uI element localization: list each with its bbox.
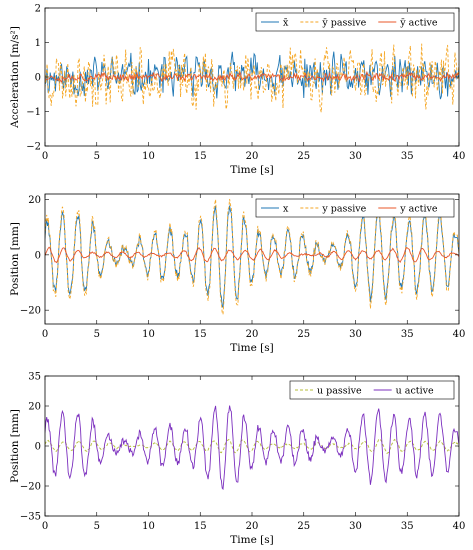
x-axis-label: Time [s] (230, 164, 273, 176)
x-tick-label: 15 (194, 329, 207, 340)
series-line-y-passive (45, 198, 459, 316)
x-tick-label: 25 (297, 521, 310, 532)
y-tick-label: −35 (20, 512, 41, 523)
x-tick-label: 35 (401, 151, 414, 162)
y-tick-label: 20 (28, 195, 41, 206)
chart-3: 0 5 10 15 20 25 30 35 40 −35 −20 0 20 35 Time [s] Posit… (9, 372, 465, 547)
x-tick-label: 40 (453, 329, 466, 340)
y-tick-label: 2 (35, 4, 41, 15)
y-tick-label: 0 (35, 73, 41, 84)
x-tick-label: 5 (94, 329, 100, 340)
x-tick-label: 35 (401, 521, 414, 532)
x-tick-label: 35 (401, 329, 414, 340)
legend-label: ȳ passive (321, 18, 366, 29)
y-tick-label: 0 (35, 250, 41, 261)
y-tick-label: −20 (20, 482, 41, 493)
series-line-y-active (45, 70, 459, 84)
y-tick-label: −2 (26, 142, 41, 153)
y-tick-label: −1 (26, 107, 41, 118)
legend-label: u active (396, 386, 434, 397)
x-tick-label: 20 (246, 151, 259, 162)
x-tick-label: 25 (297, 329, 310, 340)
chart-1: 0 5 10 15 20 25 30 35 40 −2 −1 0 1 2 Time [s] Accelerat… (9, 4, 465, 177)
x-tick-label: 30 (349, 521, 362, 532)
x-tick-label: 0 (42, 521, 48, 532)
x-tick-label: 15 (194, 151, 207, 162)
legend-box (255, 198, 455, 218)
x-tick-label: 5 (94, 521, 100, 532)
x-tick-label: 30 (349, 151, 362, 162)
y-axis-label: Position [mm] (9, 409, 21, 483)
x-tick-label: 10 (142, 521, 155, 532)
y-tick-label: 20 (28, 402, 41, 413)
x-tick-label: 15 (194, 521, 207, 532)
chart-2: 0 5 10 15 20 25 30 35 40 −20 0 20 Time [s] Position [… (9, 193, 466, 354)
legend-label: x̄ (283, 18, 289, 29)
legend-label: x (283, 204, 289, 215)
legend-label: ȳ active (399, 18, 438, 29)
y-tick-label: 1 (35, 38, 41, 49)
x-tick-label: 40 (453, 521, 466, 532)
legend-box (255, 12, 455, 32)
y-axis-label: Acceleration [m/s²] (9, 26, 21, 129)
x-axis-label: Time [s] (230, 342, 273, 354)
x-tick-label: 5 (94, 151, 100, 162)
x-tick-label: 40 (453, 151, 466, 162)
series-line-y-active (45, 246, 459, 264)
x-axis-label: Time [s] (230, 534, 273, 546)
y-axis-label: Position [mm] (9, 222, 21, 296)
legend-label: y active (399, 204, 438, 215)
x-tick-label: 10 (142, 329, 155, 340)
legend-label: y passive (321, 204, 366, 215)
series-line-y-passive (45, 43, 459, 113)
legend-label: u passive (317, 386, 362, 397)
x-tick-label: 30 (349, 329, 362, 340)
x-tick-label: 0 (42, 151, 48, 162)
y-tick-label: −20 (20, 306, 41, 317)
x-tick-label: 0 (42, 329, 48, 340)
x-tick-label: 25 (297, 151, 310, 162)
x-tick-label: 10 (142, 151, 155, 162)
legend-box (289, 380, 455, 400)
x-tick-label: 20 (246, 521, 259, 532)
x-tick-label: 20 (246, 329, 259, 340)
y-tick-label: 35 (28, 372, 41, 383)
series-line-u-active (45, 405, 459, 491)
y-tick-label: 0 (35, 442, 41, 453)
